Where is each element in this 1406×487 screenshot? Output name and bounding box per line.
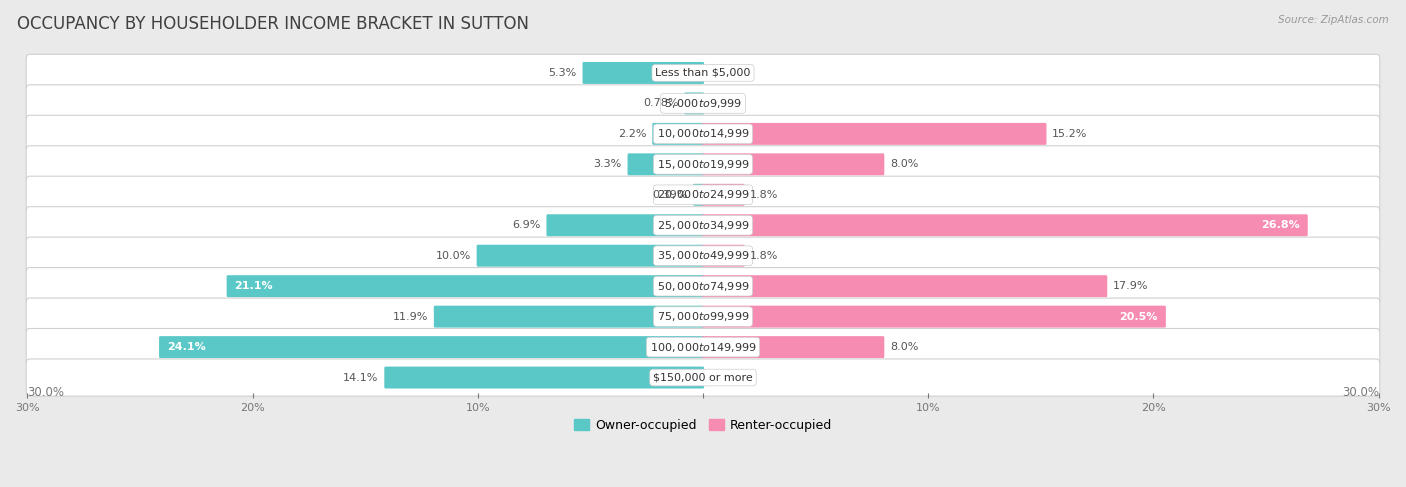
- Text: $100,000 to $149,999: $100,000 to $149,999: [650, 340, 756, 354]
- FancyBboxPatch shape: [27, 176, 1379, 213]
- Text: 30.0%: 30.0%: [27, 386, 65, 399]
- Text: 10.0%: 10.0%: [436, 251, 471, 261]
- Text: $10,000 to $14,999: $10,000 to $14,999: [657, 128, 749, 140]
- Text: 24.1%: 24.1%: [167, 342, 205, 352]
- Text: Source: ZipAtlas.com: Source: ZipAtlas.com: [1278, 15, 1389, 25]
- Text: $50,000 to $74,999: $50,000 to $74,999: [657, 280, 749, 293]
- FancyBboxPatch shape: [27, 329, 1379, 366]
- FancyBboxPatch shape: [685, 93, 704, 114]
- FancyBboxPatch shape: [702, 245, 745, 267]
- FancyBboxPatch shape: [27, 298, 1379, 335]
- FancyBboxPatch shape: [27, 359, 1379, 396]
- FancyBboxPatch shape: [702, 275, 1108, 297]
- FancyBboxPatch shape: [434, 306, 704, 328]
- Text: $150,000 or more: $150,000 or more: [654, 373, 752, 383]
- Text: $35,000 to $49,999: $35,000 to $49,999: [657, 249, 749, 262]
- Text: 0.78%: 0.78%: [643, 98, 679, 109]
- Text: $5,000 to $9,999: $5,000 to $9,999: [664, 97, 742, 110]
- FancyBboxPatch shape: [477, 245, 704, 267]
- Text: 11.9%: 11.9%: [392, 312, 429, 321]
- Legend: Owner-occupied, Renter-occupied: Owner-occupied, Renter-occupied: [568, 414, 838, 437]
- Text: $25,000 to $34,999: $25,000 to $34,999: [657, 219, 749, 232]
- FancyBboxPatch shape: [627, 153, 704, 175]
- Text: 17.9%: 17.9%: [1114, 281, 1149, 291]
- FancyBboxPatch shape: [27, 85, 1379, 122]
- FancyBboxPatch shape: [702, 336, 884, 358]
- FancyBboxPatch shape: [27, 267, 1379, 305]
- FancyBboxPatch shape: [702, 214, 1308, 236]
- Text: 1.8%: 1.8%: [751, 190, 779, 200]
- FancyBboxPatch shape: [384, 367, 704, 389]
- FancyBboxPatch shape: [652, 123, 704, 145]
- Text: 6.9%: 6.9%: [512, 220, 541, 230]
- Text: 20.5%: 20.5%: [1119, 312, 1159, 321]
- Text: 21.1%: 21.1%: [235, 281, 273, 291]
- FancyBboxPatch shape: [547, 214, 704, 236]
- FancyBboxPatch shape: [702, 123, 1046, 145]
- FancyBboxPatch shape: [27, 55, 1379, 92]
- Text: 2.2%: 2.2%: [619, 129, 647, 139]
- Text: OCCUPANCY BY HOUSEHOLDER INCOME BRACKET IN SUTTON: OCCUPANCY BY HOUSEHOLDER INCOME BRACKET …: [17, 15, 529, 33]
- FancyBboxPatch shape: [702, 184, 745, 206]
- Text: 0.39%: 0.39%: [652, 190, 688, 200]
- Text: 3.3%: 3.3%: [593, 159, 621, 169]
- FancyBboxPatch shape: [226, 275, 704, 297]
- Text: $75,000 to $99,999: $75,000 to $99,999: [657, 310, 749, 323]
- FancyBboxPatch shape: [27, 115, 1379, 152]
- Text: 8.0%: 8.0%: [890, 342, 918, 352]
- Text: 30.0%: 30.0%: [1341, 386, 1379, 399]
- FancyBboxPatch shape: [159, 336, 704, 358]
- Text: 1.8%: 1.8%: [751, 251, 779, 261]
- FancyBboxPatch shape: [27, 206, 1379, 244]
- FancyBboxPatch shape: [27, 237, 1379, 274]
- Text: 26.8%: 26.8%: [1261, 220, 1301, 230]
- Text: Less than $5,000: Less than $5,000: [655, 68, 751, 78]
- FancyBboxPatch shape: [582, 62, 704, 84]
- Text: $15,000 to $19,999: $15,000 to $19,999: [657, 158, 749, 171]
- Text: 8.0%: 8.0%: [890, 159, 918, 169]
- FancyBboxPatch shape: [27, 146, 1379, 183]
- FancyBboxPatch shape: [702, 153, 884, 175]
- FancyBboxPatch shape: [693, 184, 704, 206]
- FancyBboxPatch shape: [702, 306, 1166, 328]
- Text: $20,000 to $24,999: $20,000 to $24,999: [657, 188, 749, 201]
- Text: 15.2%: 15.2%: [1052, 129, 1087, 139]
- Text: 5.3%: 5.3%: [548, 68, 576, 78]
- Text: 14.1%: 14.1%: [343, 373, 378, 383]
